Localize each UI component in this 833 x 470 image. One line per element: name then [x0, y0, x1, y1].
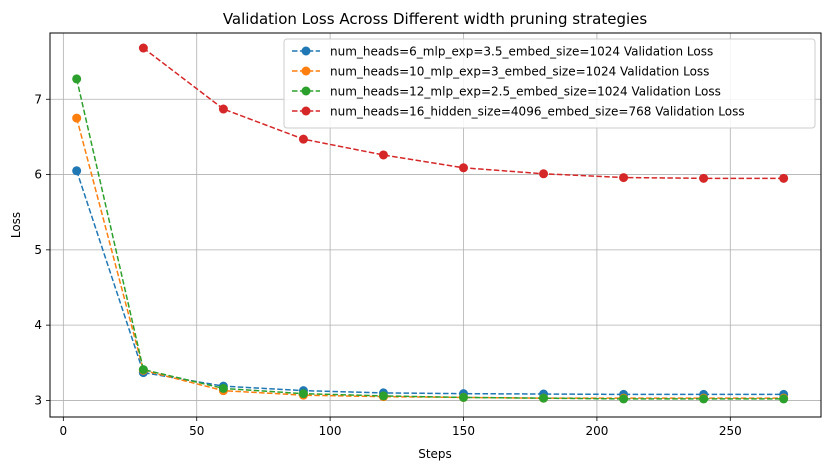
- data-point: [619, 394, 629, 404]
- data-point: [378, 391, 388, 401]
- data-point: [138, 43, 148, 53]
- legend-label: num_heads=6_mlp_exp=3.5_embed_size=1024 …: [330, 45, 713, 59]
- series-line: [75, 170, 784, 396]
- data-point: [619, 173, 629, 183]
- data-point: [218, 383, 228, 393]
- data-point: [459, 392, 469, 402]
- legend-marker: [301, 66, 311, 76]
- data-point: [378, 150, 388, 160]
- x-axis-label: Steps: [418, 447, 452, 461]
- series-4: [138, 43, 789, 183]
- x-tick-label: 150: [452, 424, 475, 438]
- data-point: [539, 169, 549, 179]
- legend-box: [283, 38, 816, 129]
- series-1: [72, 166, 789, 399]
- x-tick-label: 50: [189, 424, 204, 438]
- legend-marker: [301, 86, 311, 96]
- data-point: [218, 104, 228, 114]
- series-line: [75, 117, 784, 399]
- series-2: [72, 113, 789, 403]
- y-tick-label: 4: [34, 318, 42, 332]
- legend-marker: [301, 46, 311, 56]
- series-layer: [72, 43, 789, 404]
- data-point: [138, 365, 148, 375]
- y-tick-label: 6: [34, 168, 42, 182]
- data-point: [779, 173, 789, 183]
- data-point: [459, 163, 469, 173]
- data-point: [699, 394, 709, 404]
- data-point: [72, 74, 82, 84]
- legend-label: num_heads=12_mlp_exp=2.5_embed_size=1024…: [330, 85, 721, 99]
- x-tick-label: 100: [319, 424, 342, 438]
- series-line: [75, 78, 784, 400]
- plot-frame: [49, 32, 822, 418]
- y-tick-label: 5: [34, 243, 42, 257]
- data-point: [699, 173, 709, 183]
- data-point: [779, 394, 789, 404]
- x-tick-label: 250: [719, 424, 742, 438]
- legend: num_heads=6_mlp_exp=3.5_embed_size=1024 …: [283, 38, 816, 129]
- chart-title: Validation Loss Across Different width p…: [223, 10, 648, 28]
- series-3: [72, 74, 789, 404]
- legend-marker: [301, 106, 311, 116]
- data-point: [298, 134, 308, 144]
- legend-label: num_heads=16_hidden_size=4096_embed_size…: [330, 105, 745, 119]
- x-tick-label: 0: [60, 424, 68, 438]
- data-point: [72, 166, 82, 176]
- data-point: [72, 113, 82, 123]
- y-tick-label: 3: [34, 393, 42, 407]
- y-tick-label: 7: [34, 92, 42, 106]
- data-point: [298, 389, 308, 399]
- data-point: [539, 393, 549, 403]
- x-tick-label: 200: [585, 424, 608, 438]
- axis-ticks: 0 50 100 150 200 250 3 4 5 6 7: [34, 92, 741, 438]
- y-axis-label: Loss: [9, 212, 23, 238]
- legend-label: num_heads=10_mlp_exp=3_embed_size=1024 V…: [330, 65, 709, 79]
